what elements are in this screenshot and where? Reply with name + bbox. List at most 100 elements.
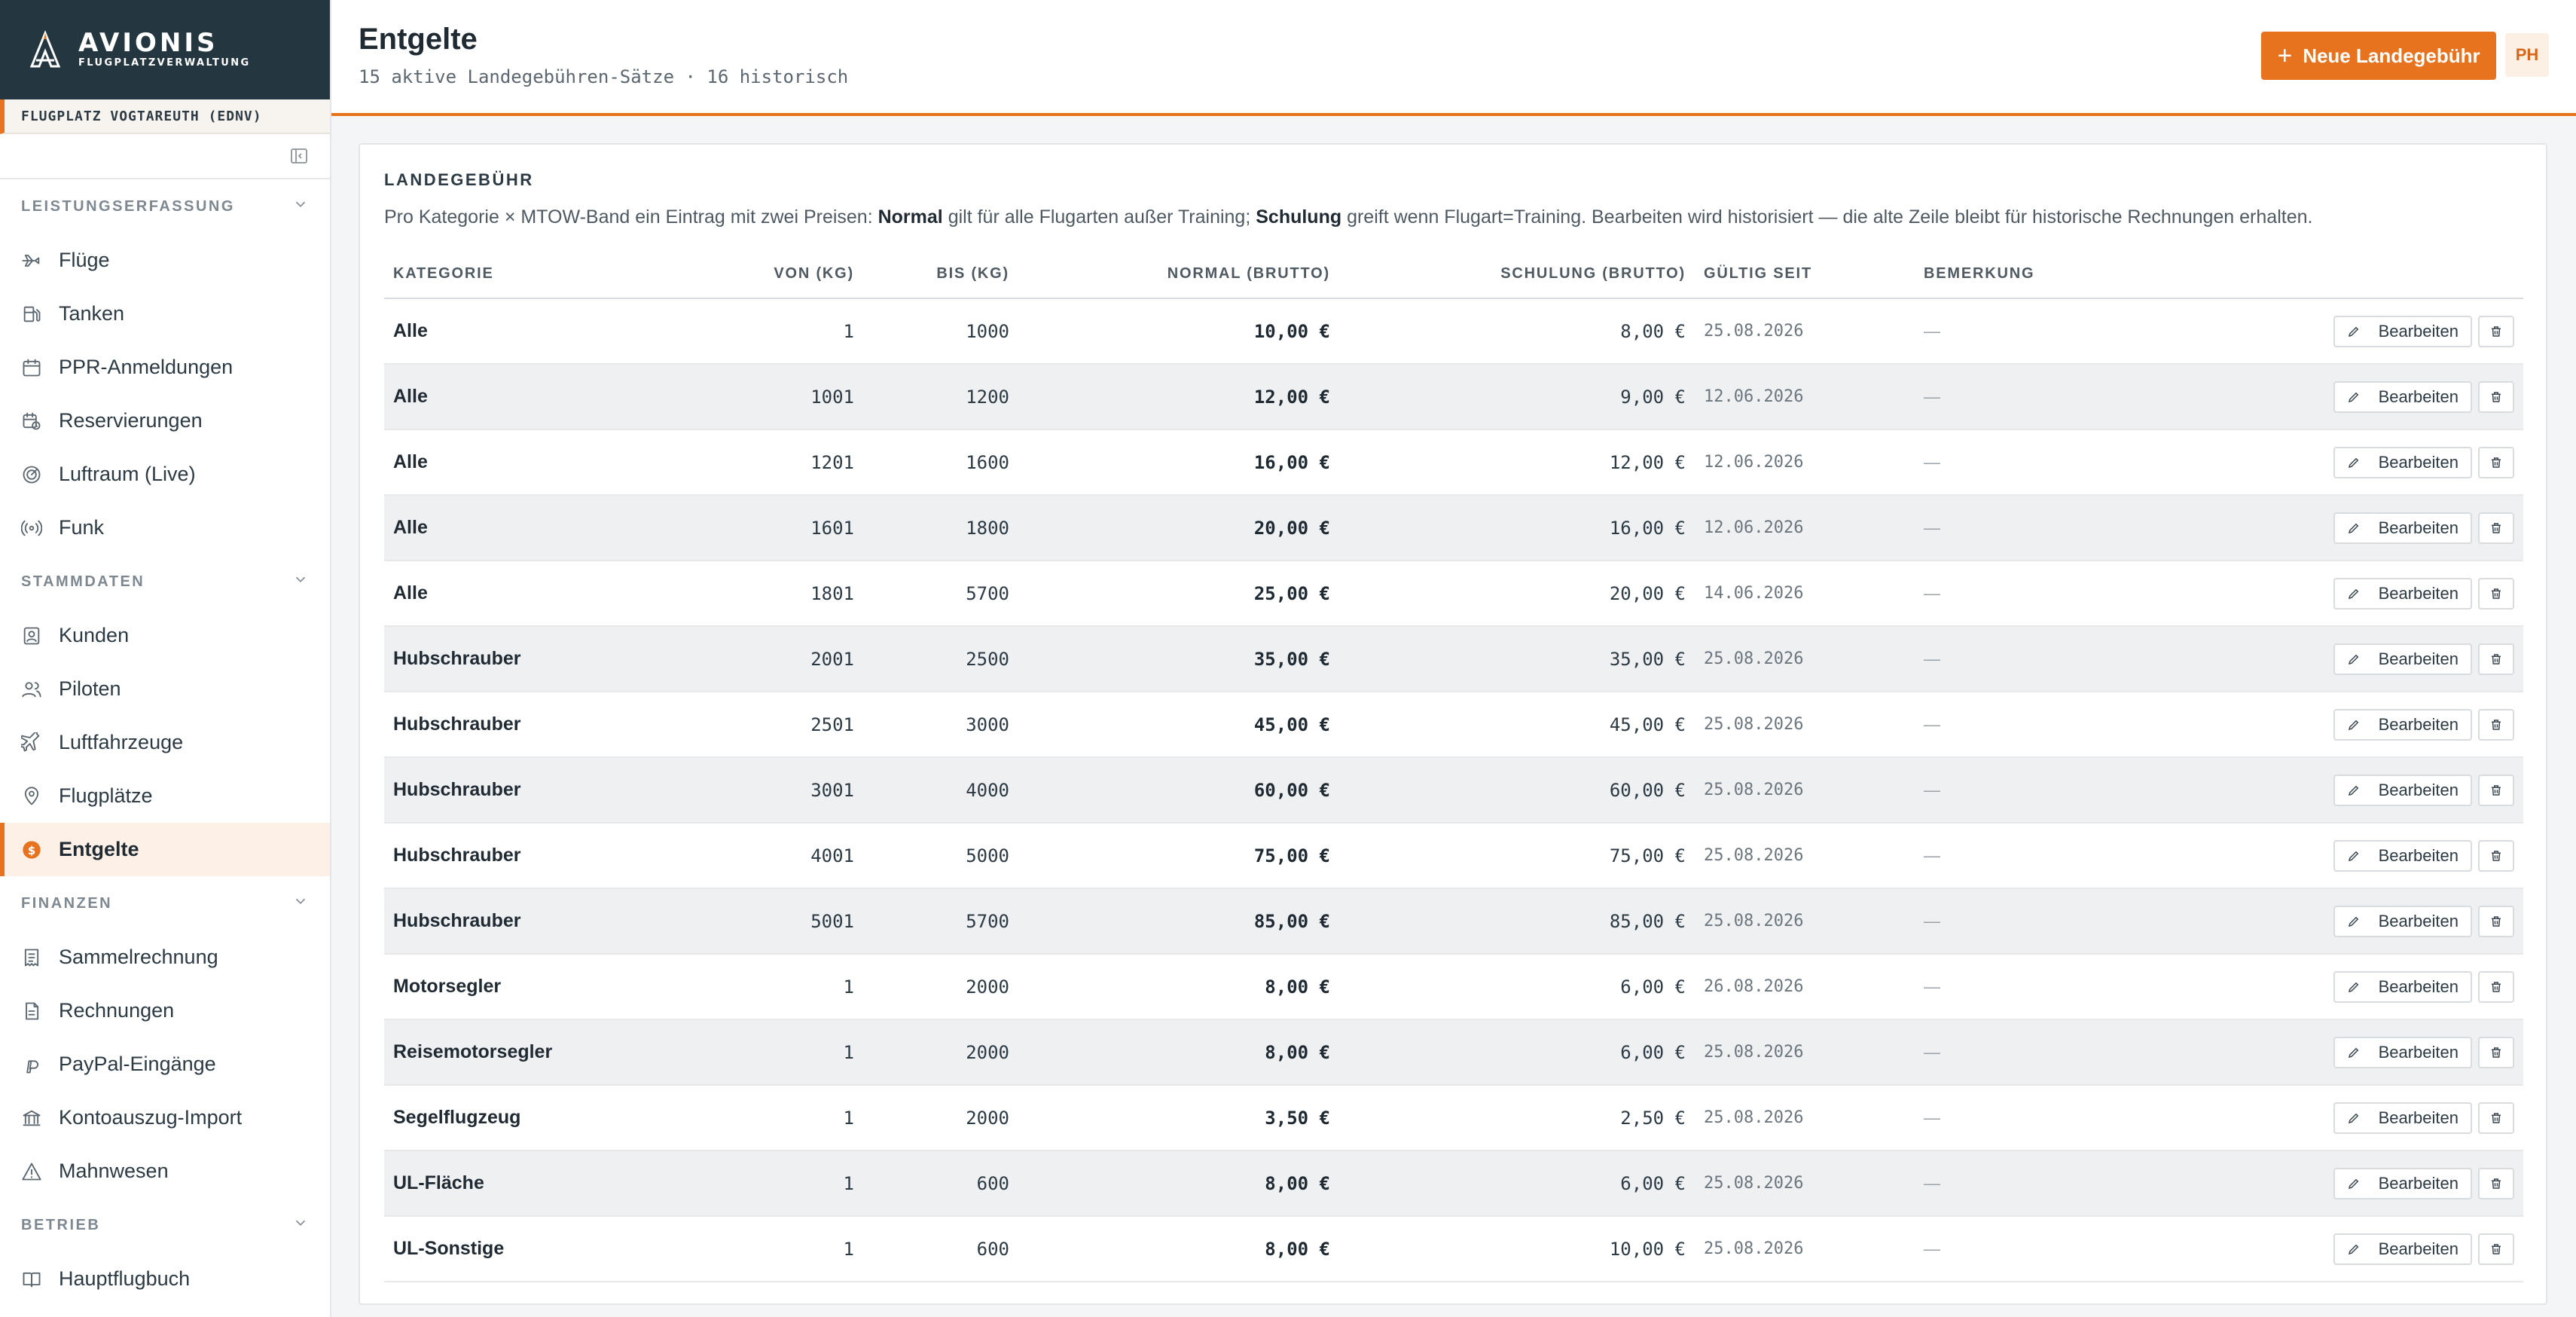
cell-bis: 5000 <box>966 845 1009 866</box>
edit-button[interactable]: Bearbeiten <box>2333 839 2472 872</box>
delete-button[interactable] <box>2478 708 2514 741</box>
sidebar-item-label: PayPal-Eingänge <box>59 1053 216 1075</box>
cell-gueltig-seit: 26.08.2026 <box>1704 977 1804 996</box>
delete-button[interactable] <box>2478 512 2514 544</box>
airfield-selector[interactable]: FLUGPLATZ VOGTAREUTH (EDNV) <box>0 99 330 134</box>
edit-button[interactable]: Bearbeiten <box>2333 512 2472 544</box>
delete-button[interactable] <box>2478 315 2514 347</box>
nav-section-betrieb[interactable]: BETRIEB <box>0 1198 330 1252</box>
col-bemerkung[interactable]: BEMERKUNG <box>1915 250 2216 299</box>
avatar[interactable]: PH <box>2505 33 2549 77</box>
sidebar-item-luftfahrzeuge[interactable]: Luftfahrzeuge <box>0 716 330 769</box>
cell-gueltig-seit: 25.08.2026 <box>1704 781 1804 799</box>
cell-bemerkung: — <box>1924 976 1940 996</box>
edit-button[interactable]: Bearbeiten <box>2333 970 2472 1003</box>
delete-button[interactable] <box>2478 1233 2514 1265</box>
edit-button[interactable]: Bearbeiten <box>2333 577 2472 610</box>
sidebar-item-luftraum-live[interactable]: Luftraum (Live) <box>0 448 330 501</box>
delete-button[interactable] <box>2478 1167 2514 1199</box>
desc-part-3: greift wenn Flugart=Training. Bearbeiten… <box>1341 206 2313 228</box>
cell-von: 1 <box>843 1172 854 1194</box>
delete-button[interactable] <box>2478 1036 2514 1068</box>
delete-button[interactable] <box>2478 970 2514 1003</box>
nav-section-stammdaten[interactable]: STAMMDATEN <box>0 555 330 609</box>
trash-icon <box>2489 587 2503 600</box>
sidebar: AVIONIS FLUGPLATZVERWALTUNG FLUGPLATZ VO… <box>0 0 331 1317</box>
sidebar-item-ppr-anmeldungen[interactable]: PPR-Anmeldungen <box>0 341 330 394</box>
col-schulung[interactable]: SCHULUNG (BRUTTO) <box>1339 250 1695 299</box>
delete-button[interactable] <box>2478 643 2514 675</box>
sidebar-item-label: Sammelrechnung <box>59 946 218 968</box>
sidebar-item-label: Funk <box>59 516 105 539</box>
col-bis[interactable]: BIS (KG) <box>863 250 1018 299</box>
nav-section-leistungserfassung[interactable]: LEISTUNGSERFASSUNG <box>0 179 330 234</box>
edit-button[interactable]: Bearbeiten <box>2333 708 2472 741</box>
col-von[interactable]: VON (KG) <box>670 250 863 299</box>
sidebar-item-flugplaetze[interactable]: Flugplätze <box>0 769 330 823</box>
edit-button[interactable]: Bearbeiten <box>2333 1102 2472 1134</box>
cell-kategorie: Hubschrauber <box>393 714 521 735</box>
sidebar-item-kontoauszug-import[interactable]: Kontoauszug-Import <box>0 1091 330 1144</box>
cell-gueltig-seit: 25.08.2026 <box>1704 912 1804 930</box>
brand[interactable]: AVIONIS FLUGPLATZVERWALTUNG <box>0 0 330 99</box>
cell-actions: Bearbeiten <box>2216 757 2523 823</box>
delete-button[interactable] <box>2478 577 2514 610</box>
sidebar-item-piloten[interactable]: Piloten <box>0 662 330 716</box>
cell-kategorie: Alle <box>393 386 428 407</box>
edit-button[interactable]: Bearbeiten <box>2333 774 2472 806</box>
col-kategorie[interactable]: KATEGORIE <box>384 250 670 299</box>
sidebar-item-label: Luftfahrzeuge <box>59 731 184 753</box>
edit-button[interactable]: Bearbeiten <box>2333 446 2472 478</box>
nav-section-finanzen[interactable]: FINANZEN <box>0 876 330 930</box>
sidebar-item-hauptflugbuch[interactable]: Hauptflugbuch <box>0 1252 330 1306</box>
sidebar-item-label: Mahnwesen <box>59 1160 169 1182</box>
edit-button[interactable]: Bearbeiten <box>2333 1233 2472 1265</box>
sidebar-item-rechnungen[interactable]: Rechnungen <box>0 984 330 1037</box>
delete-button[interactable] <box>2478 446 2514 478</box>
cell-gueltig-seit: 25.08.2026 <box>1704 322 1804 341</box>
pencil-icon <box>2347 718 2370 732</box>
table-header-row: KATEGORIE VON (KG) BIS (KG) NORMAL (BRUT… <box>384 250 2523 299</box>
edit-button[interactable]: Bearbeiten <box>2333 643 2472 675</box>
edit-button[interactable]: Bearbeiten <box>2333 380 2472 413</box>
new-landing-fee-button[interactable]: + Neue Landegebühr <box>2261 32 2496 80</box>
edit-button-label: Bearbeiten <box>2378 911 2458 930</box>
cell-gueltig-seit: 25.08.2026 <box>1704 846 1804 865</box>
delete-button[interactable] <box>2478 839 2514 872</box>
pencil-icon <box>2347 521 2370 535</box>
cell-gueltig-seit: 25.08.2026 <box>1704 715 1804 734</box>
edit-button-label: Bearbeiten <box>2378 583 2458 603</box>
sidebar-item-entgelte[interactable]: $ Entgelte <box>0 823 330 876</box>
delete-button[interactable] <box>2478 774 2514 806</box>
edit-button-label: Bearbeiten <box>2378 387 2458 406</box>
sidebar-item-reservierungen[interactable]: Reservierungen <box>0 394 330 448</box>
cell-kategorie: Motorsegler <box>393 976 502 997</box>
paypal-icon <box>21 1054 42 1075</box>
edit-button-label: Bearbeiten <box>2378 1042 2458 1062</box>
col-gueltig-seit[interactable]: GÜLTIG SEIT <box>1695 250 1915 299</box>
sidebar-collapse-icon[interactable] <box>288 145 310 167</box>
edit-button[interactable]: Bearbeiten <box>2333 1036 2472 1068</box>
edit-button[interactable]: Bearbeiten <box>2333 1167 2472 1199</box>
cell-gueltig-seit: 14.06.2026 <box>1704 584 1804 603</box>
sidebar-item-fluege[interactable]: Flüge <box>0 234 330 287</box>
edit-button-label: Bearbeiten <box>2378 1239 2458 1258</box>
sidebar-item-tanken[interactable]: Tanken <box>0 287 330 341</box>
cell-normal: 25,00 € <box>1253 582 1330 604</box>
cell-schulung: 85,00 € <box>1609 910 1686 932</box>
sidebar-item-mahnwesen[interactable]: Mahnwesen <box>0 1144 330 1198</box>
cell-bemerkung: — <box>1924 1108 1940 1127</box>
cell-kategorie: Hubschrauber <box>393 648 521 669</box>
cell-bemerkung: — <box>1924 1042 1940 1062</box>
sidebar-item-paypal-eingaenge[interactable]: PayPal-Eingänge <box>0 1037 330 1091</box>
sidebar-item-kunden[interactable]: Kunden <box>0 609 330 662</box>
edit-button[interactable]: Bearbeiten <box>2333 905 2472 937</box>
delete-button[interactable] <box>2478 1102 2514 1134</box>
delete-button[interactable] <box>2478 380 2514 413</box>
edit-button[interactable]: Bearbeiten <box>2333 315 2472 347</box>
col-normal[interactable]: NORMAL (BRUTTO) <box>1018 250 1339 299</box>
sidebar-item-funk[interactable]: Funk <box>0 501 330 555</box>
cell-gueltig-seit: 25.08.2026 <box>1704 1043 1804 1062</box>
delete-button[interactable] <box>2478 905 2514 937</box>
sidebar-item-sammelrechnung[interactable]: Sammelrechnung <box>0 930 330 984</box>
